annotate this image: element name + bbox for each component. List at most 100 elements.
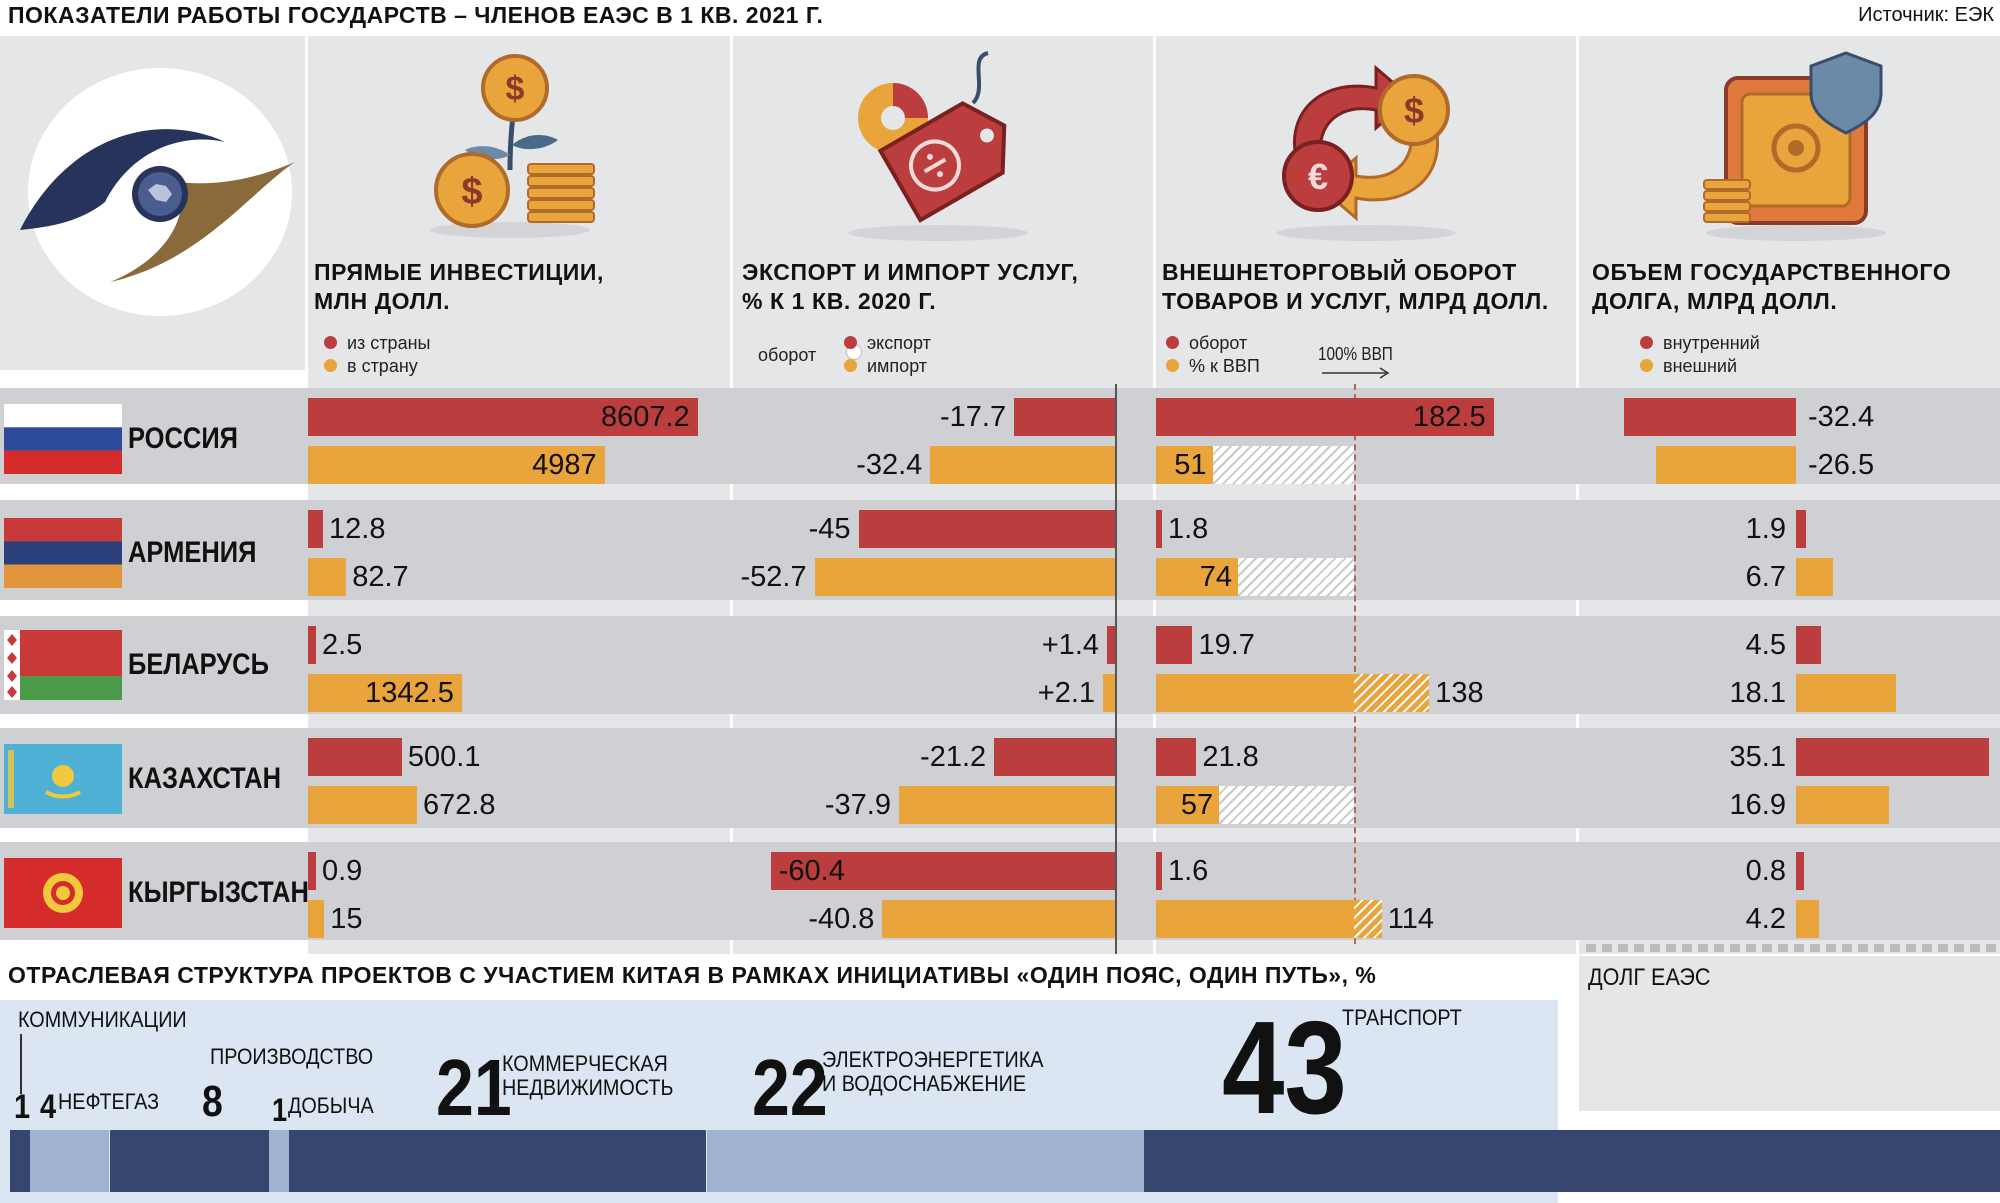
bar-services-1-1 xyxy=(814,558,1115,596)
bar-debt-0-2 xyxy=(1796,626,1821,664)
bar-investment-0-3 xyxy=(308,738,402,776)
structure-line-communications xyxy=(20,1034,22,1094)
bar-trade-1-2 xyxy=(1156,674,1354,712)
bar-services-0-0 xyxy=(1014,398,1115,436)
hatch-trade-1-0 xyxy=(1212,446,1354,484)
value-services-0-3: -21.2 xyxy=(920,741,987,773)
value-debt-0-1: 1.9 xyxy=(1745,513,1786,545)
country-armenia: АРМЕНИЯ xyxy=(128,536,257,569)
label-real-estate: КОММЕРЧЕСКАЯ НЕДВИЖИМОСТЬ xyxy=(502,1051,674,1100)
svg-text:$: $ xyxy=(506,70,525,108)
services-zero-axis xyxy=(1115,384,1117,954)
structure-segment-3 xyxy=(268,1130,289,1192)
bar-debt-1-4 xyxy=(1796,900,1820,938)
value-services-1-0: -32.4 xyxy=(856,449,923,481)
bar-debt-1-1 xyxy=(1796,558,1833,596)
value-services-0-4: -60.4 xyxy=(778,855,845,887)
bar-trade-0-3 xyxy=(1156,738,1197,776)
value-trade-0-0: 182.5 xyxy=(1413,401,1486,433)
value-services-0-2: +1.4 xyxy=(1041,629,1099,661)
investment-legend: из страны в страну xyxy=(324,332,430,378)
value-debt-0-2: 4.5 xyxy=(1745,629,1786,661)
value-debt-1-0: -26.5 xyxy=(1808,449,1875,481)
svg-text:€: € xyxy=(1308,156,1328,197)
value-services-0-1: -45 xyxy=(808,513,851,545)
hatch-trade-1-3 xyxy=(1219,786,1354,824)
debt-header: ОБЪЕМ ГОСУДАРСТВЕННОГО ДОЛГА, МЛРД ДОЛЛ. xyxy=(1592,259,1952,314)
bar-services-0-3 xyxy=(994,738,1115,776)
label-oilgas: НЕФТЕГАЗ xyxy=(58,1089,160,1114)
value-real-estate: 21 xyxy=(436,1043,512,1132)
hatch-trade-1-2 xyxy=(1354,674,1430,712)
value-trade-0-2: 19.7 xyxy=(1198,629,1255,661)
value-services-1-2: +2.1 xyxy=(1037,677,1096,709)
label-transport: ТРАНСПОРТ xyxy=(1342,1005,1462,1030)
gdp-marker-label: 100% ВВП xyxy=(1318,344,1393,364)
bar-debt-0-4 xyxy=(1796,852,1804,890)
structure-segment-1 xyxy=(29,1130,110,1192)
bar-investment-0-1 xyxy=(308,510,324,548)
bar-trade-0-1 xyxy=(1156,510,1162,548)
services-header: ЭКСПОРТ И ИМПОРТ УСЛУГ,% К 1 КВ. 2020 Г. xyxy=(742,259,1079,314)
structure-segment-5 xyxy=(706,1130,1145,1192)
structure-segment-2 xyxy=(109,1130,269,1192)
value-trade-0-1: 1.8 xyxy=(1168,513,1209,545)
bar-services-0-1 xyxy=(858,510,1115,548)
value-debt-0-3: 35.1 xyxy=(1729,741,1786,773)
value-production: 8 xyxy=(202,1077,223,1126)
value-transport: 43 xyxy=(1222,994,1347,1141)
source-note: Источник: ЕЭК xyxy=(1858,4,1994,26)
value-trade-1-0: 51 xyxy=(1174,449,1207,481)
country-kyrgyzstan: КЫРГЫЗСТАН xyxy=(128,876,309,909)
bar-investment-0-2 xyxy=(308,626,316,664)
bar-investment-1-3 xyxy=(308,786,417,824)
value-trade-1-4: 114 xyxy=(1387,903,1434,935)
hatch-trade-1-1 xyxy=(1238,558,1354,596)
bar-investment-1-2 xyxy=(308,674,462,712)
value-trade-0-3: 21.8 xyxy=(1202,741,1259,773)
svg-text:$: $ xyxy=(461,171,482,213)
value-investment-0-2: 2.5 xyxy=(322,629,363,661)
value-investment-1-1: 82.7 xyxy=(352,561,409,593)
bar-services-1-4 xyxy=(882,900,1115,938)
value-energy: 22 xyxy=(752,1043,828,1132)
label-mining: ДОБЫЧА xyxy=(288,1093,374,1118)
investment-header: ПРЯМЫЕ ИНВЕСТИЦИИ, МЛН ДОЛЛ. xyxy=(314,259,605,314)
value-investment-1-2: 1342.5 xyxy=(365,677,454,709)
value-debt-0-4: 0.8 xyxy=(1745,855,1786,887)
trade-legend: оборот % к ВВП xyxy=(1166,332,1260,378)
value-trade-1-3: 57 xyxy=(1180,789,1214,821)
value-debt-0-0: -32.4 xyxy=(1808,401,1875,433)
eaeu-debt-divider xyxy=(1586,944,2000,952)
bar-services-1-0 xyxy=(930,446,1115,484)
value-trade-1-1: 74 xyxy=(1199,561,1233,593)
bar-investment-0-0 xyxy=(308,398,698,436)
svg-text:$: $ xyxy=(1404,90,1424,131)
flag-russia xyxy=(4,404,122,474)
flag-kazakhstan xyxy=(4,744,122,814)
page-title: ПОКАЗАТЕЛИ РАБОТЫ ГОСУДАРСТВ – ЧЛЕНОВ ЕА… xyxy=(8,2,824,28)
bar-trade-0-2 xyxy=(1156,626,1193,664)
bar-debt-1-0 xyxy=(1655,446,1796,484)
value-debt-1-1: 6.7 xyxy=(1745,561,1786,593)
bar-debt-0-1 xyxy=(1796,510,1807,548)
flag-kyrgyzstan xyxy=(4,858,122,928)
gdp-marker-arrow xyxy=(1322,367,1390,379)
trade-gdp-line xyxy=(1354,384,1356,944)
value-services-0-0: -17.7 xyxy=(940,401,1007,433)
label-production: ПРОИЗВОДСТВО xyxy=(210,1044,374,1069)
trade-header: ВНЕШНЕТОРГОВЫЙ ОБОРОТ ТОВАРОВ И УСЛУГ, МЛ… xyxy=(1162,259,1549,314)
bar-trade-0-0 xyxy=(1156,398,1494,436)
flag-belarus xyxy=(4,630,122,700)
label-energy: ЭЛЕКТРОЭНЕРГЕТИКА И ВОДОСНАБЖЕНИЕ xyxy=(822,1047,1044,1096)
bar-trade-1-4 xyxy=(1156,900,1354,938)
bar-services-0-4 xyxy=(770,852,1115,890)
label-communications: КОММУНИКАЦИИ xyxy=(18,1007,187,1032)
country-kazakhstan: КАЗАХСТАН xyxy=(128,762,281,795)
structure-segment-0 xyxy=(10,1130,30,1192)
value-investment-0-1: 12.8 xyxy=(329,513,386,545)
eaeu-logo xyxy=(20,68,295,316)
value-investment-0-0: 8607.2 xyxy=(600,401,690,433)
coins-plant-icon: $ $ xyxy=(430,54,595,238)
safe-shield-icon xyxy=(1703,51,1886,241)
